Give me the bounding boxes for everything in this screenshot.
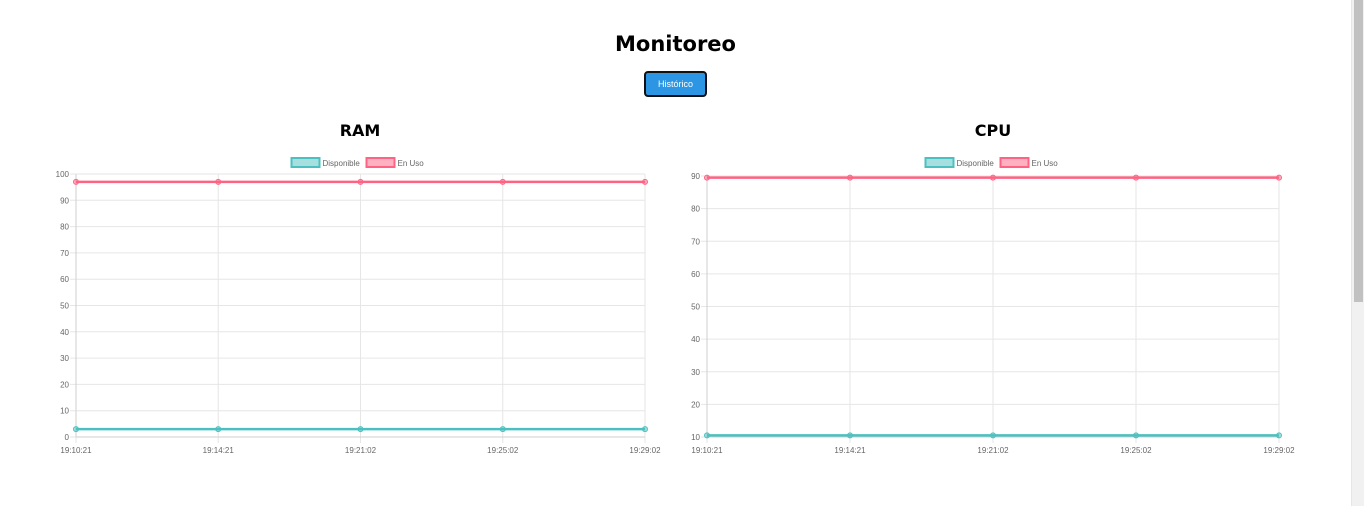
scrollbar-thumb[interactable]	[1354, 0, 1363, 302]
y-tick-label: 90	[60, 196, 69, 205]
data-point	[1276, 174, 1282, 181]
y-tick-label: 10	[60, 407, 69, 416]
y-tick-label: 60	[691, 270, 700, 279]
data-point	[215, 178, 222, 185]
y-tick-label: 70	[691, 237, 700, 246]
x-tick-label: 19:10:21	[691, 446, 723, 455]
ram-chart: 0 10 20 30 40 50 60 70 80 90 100 19:10:21 19:14:21 19…	[56, 157, 661, 455]
y-tick-label: 60	[60, 275, 69, 284]
legend-item: En Uso	[999, 157, 1059, 168]
legend-label: En Uso	[1032, 159, 1059, 168]
legend-item: Disponible	[924, 157, 995, 168]
legend-label: En Uso	[398, 159, 425, 168]
legend-item: En Uso	[365, 157, 425, 168]
y-tick-label: 40	[60, 328, 69, 337]
y-tick-label: 10	[691, 433, 700, 442]
data-point	[847, 432, 853, 439]
legend-swatch	[290, 157, 321, 168]
x-tick-label: 19:21:02	[977, 446, 1009, 455]
y-tick-label: 20	[691, 400, 700, 409]
vertical-scrollbar[interactable]	[1351, 0, 1364, 506]
legend-label: Disponible	[957, 159, 995, 168]
y-tick-label: 0	[65, 433, 70, 442]
legend-swatch	[365, 157, 396, 168]
y-tick-label: 90	[691, 172, 700, 181]
data-point	[642, 426, 648, 433]
data-point	[1133, 432, 1139, 439]
data-point	[215, 426, 222, 433]
cpu-chart: 10 20 30 40 50 60 70 80 90 19:10:21 19:14:21 19:21:…	[691, 157, 1295, 455]
data-point	[990, 174, 996, 181]
x-tick-label: 19:14:21	[834, 446, 866, 455]
data-point	[499, 426, 506, 433]
cpu-chart-title: CPU	[974, 121, 1012, 140]
y-tick-label: 20	[60, 380, 69, 389]
data-point	[499, 178, 506, 185]
y-tick-label: 30	[60, 354, 69, 363]
y-tick-label: 70	[60, 249, 69, 258]
data-point	[357, 178, 364, 185]
historico-button[interactable]: Histórico	[644, 71, 707, 97]
data-point	[990, 432, 996, 439]
y-tick-label: 80	[60, 223, 69, 232]
y-tick-label: 50	[60, 302, 69, 311]
x-tick-label: 19:14:21	[203, 446, 235, 455]
legend-item: Disponible	[290, 157, 361, 168]
page-title: Monitoreo	[615, 32, 736, 56]
data-point	[1276, 432, 1282, 439]
y-tick-label: 40	[691, 335, 700, 344]
ram-chart-title: RAM	[339, 121, 381, 140]
legend-label: Disponible	[323, 159, 361, 168]
legend-swatch	[999, 157, 1030, 168]
x-tick-label: 19:25:02	[1120, 446, 1152, 455]
x-tick-label: 19:29:02	[629, 446, 661, 455]
y-tick-label: 100	[56, 170, 70, 179]
x-tick-label: 19:10:21	[60, 446, 92, 455]
data-point	[73, 178, 79, 185]
y-tick-label: 50	[691, 303, 700, 312]
data-point	[1133, 174, 1139, 181]
legend-swatch	[924, 157, 955, 168]
x-tick-label: 19:29:02	[1263, 446, 1295, 455]
x-tick-label: 19:21:02	[345, 446, 377, 455]
y-tick-label: 80	[691, 205, 700, 214]
data-point	[357, 426, 364, 433]
data-point	[847, 174, 853, 181]
x-tick-label: 19:25:02	[487, 446, 519, 455]
data-point	[73, 426, 79, 433]
data-point	[642, 178, 648, 185]
y-tick-label: 30	[691, 368, 700, 377]
data-point	[704, 432, 710, 439]
data-point	[704, 174, 710, 181]
